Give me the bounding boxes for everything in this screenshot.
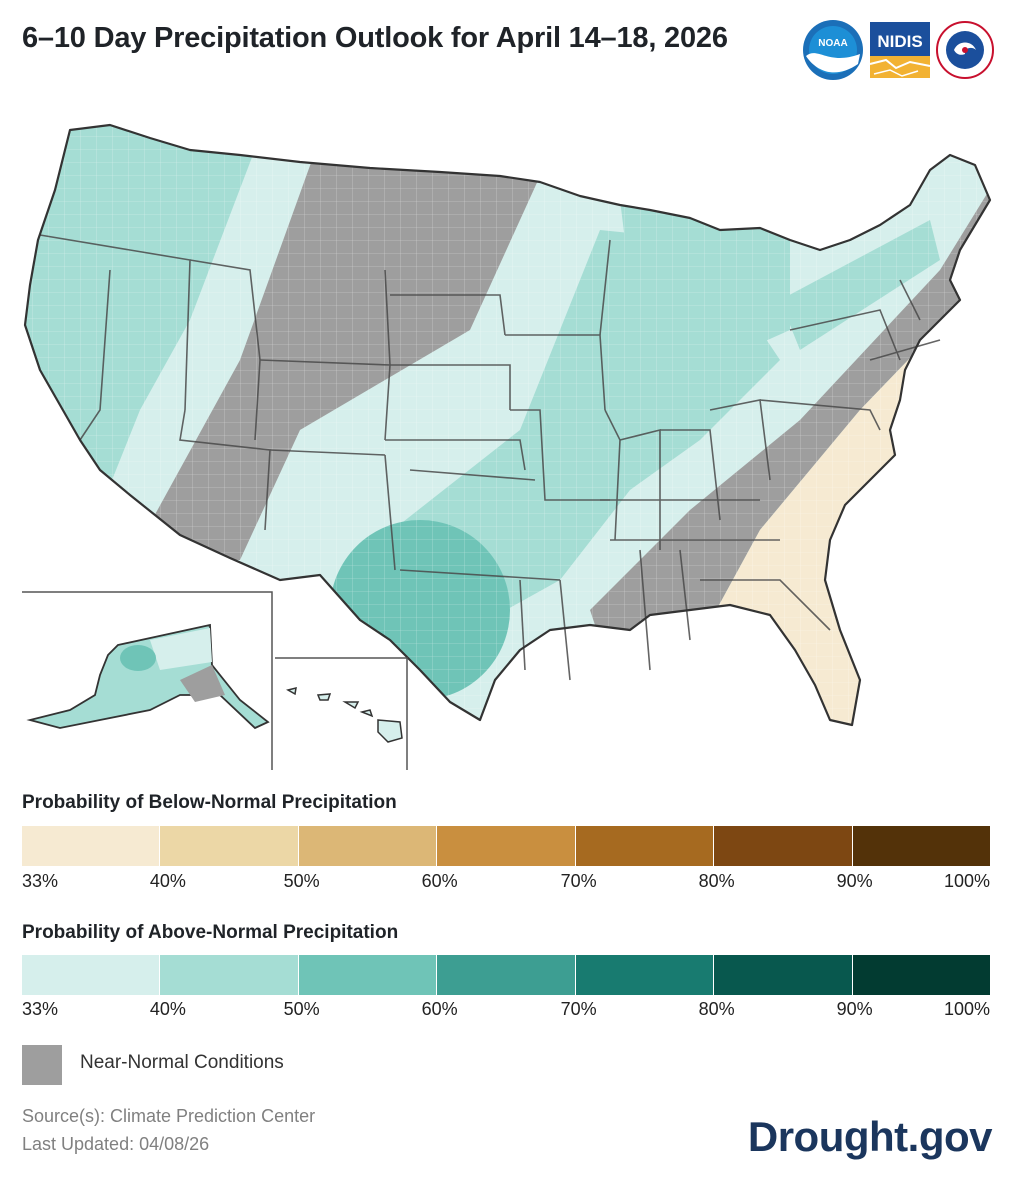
svg-text:NIDIS: NIDIS xyxy=(877,32,922,51)
below-swatch-5 xyxy=(575,826,715,866)
tick-label: 70% xyxy=(560,999,597,1019)
nidis-logo: NIDIS xyxy=(869,22,931,78)
below-swatch-6 xyxy=(714,826,853,866)
above-swatch-3 xyxy=(298,955,438,995)
tick-label: 33% xyxy=(22,999,59,1019)
tick-label: 60% xyxy=(421,871,458,891)
above-normal-legend-title: Probability of Above-Normal Precipitatio… xyxy=(22,922,399,943)
above-swatch-7 xyxy=(852,955,990,995)
tick-label: 70% xyxy=(560,871,597,891)
outlook-map xyxy=(22,123,992,770)
last-updated-text: Last Updated: 04/08/26 xyxy=(22,1134,210,1154)
below-normal-legend-title: Probability of Below-Normal Precipitatio… xyxy=(22,792,397,813)
above-swatch-1 xyxy=(22,955,161,995)
noaa-logo: NOAA xyxy=(803,20,863,80)
below-swatch-2 xyxy=(160,826,299,866)
above-normal-ticks: 33% 40% 50% 60% 70% 80% 90% 100% xyxy=(22,999,990,1023)
state-borders xyxy=(39,234,941,681)
nws-logo xyxy=(936,21,994,79)
svg-text:NOAA: NOAA xyxy=(818,38,847,49)
below-normal-ticks: 33% 40% 50% 60% 70% 80% 90% 100% xyxy=(22,871,990,895)
below-swatch-4 xyxy=(437,826,576,866)
above-swatch-2 xyxy=(160,955,299,995)
tick-label: 40% xyxy=(149,999,186,1019)
tick-label: 33% xyxy=(22,871,59,891)
source-info: Source(s): Climate Prediction Center Las… xyxy=(22,1102,315,1158)
above-swatch-6 xyxy=(714,955,853,995)
drought-gov-logo[interactable]: Drought.gov xyxy=(747,1113,993,1160)
above-swatch-4 xyxy=(437,955,576,995)
above-normal-color-ramp xyxy=(22,955,990,995)
tick-label: 60% xyxy=(421,999,458,1019)
tick-label: 40% xyxy=(149,871,186,891)
tick-label: 100% xyxy=(943,871,990,891)
below-normal-color-ramp xyxy=(22,826,990,866)
tick-label: 80% xyxy=(698,999,735,1019)
tick-label: 100% xyxy=(943,999,990,1019)
page-title: 6–10 Day Precipitation Outlook for April… xyxy=(22,22,728,54)
tick-label: 50% xyxy=(283,871,320,891)
below-swatch-3 xyxy=(298,826,438,866)
alaska-inset xyxy=(22,591,273,770)
near-normal-label: Near-Normal Conditions xyxy=(80,1052,284,1073)
above-swatch-5 xyxy=(575,955,715,995)
hawaii-inset xyxy=(275,657,408,770)
below-swatch-1 xyxy=(22,826,161,866)
tick-label: 50% xyxy=(283,999,320,1019)
tick-label: 90% xyxy=(836,999,873,1019)
conus-outline xyxy=(23,123,992,727)
tick-label: 90% xyxy=(836,871,873,891)
agency-logos: NOAA NIDIS xyxy=(803,20,994,80)
below-swatch-7 xyxy=(852,826,990,866)
near-normal-swatch xyxy=(22,1045,62,1085)
tick-label: 80% xyxy=(698,871,735,891)
source-text: Source(s): Climate Prediction Center xyxy=(22,1106,316,1126)
